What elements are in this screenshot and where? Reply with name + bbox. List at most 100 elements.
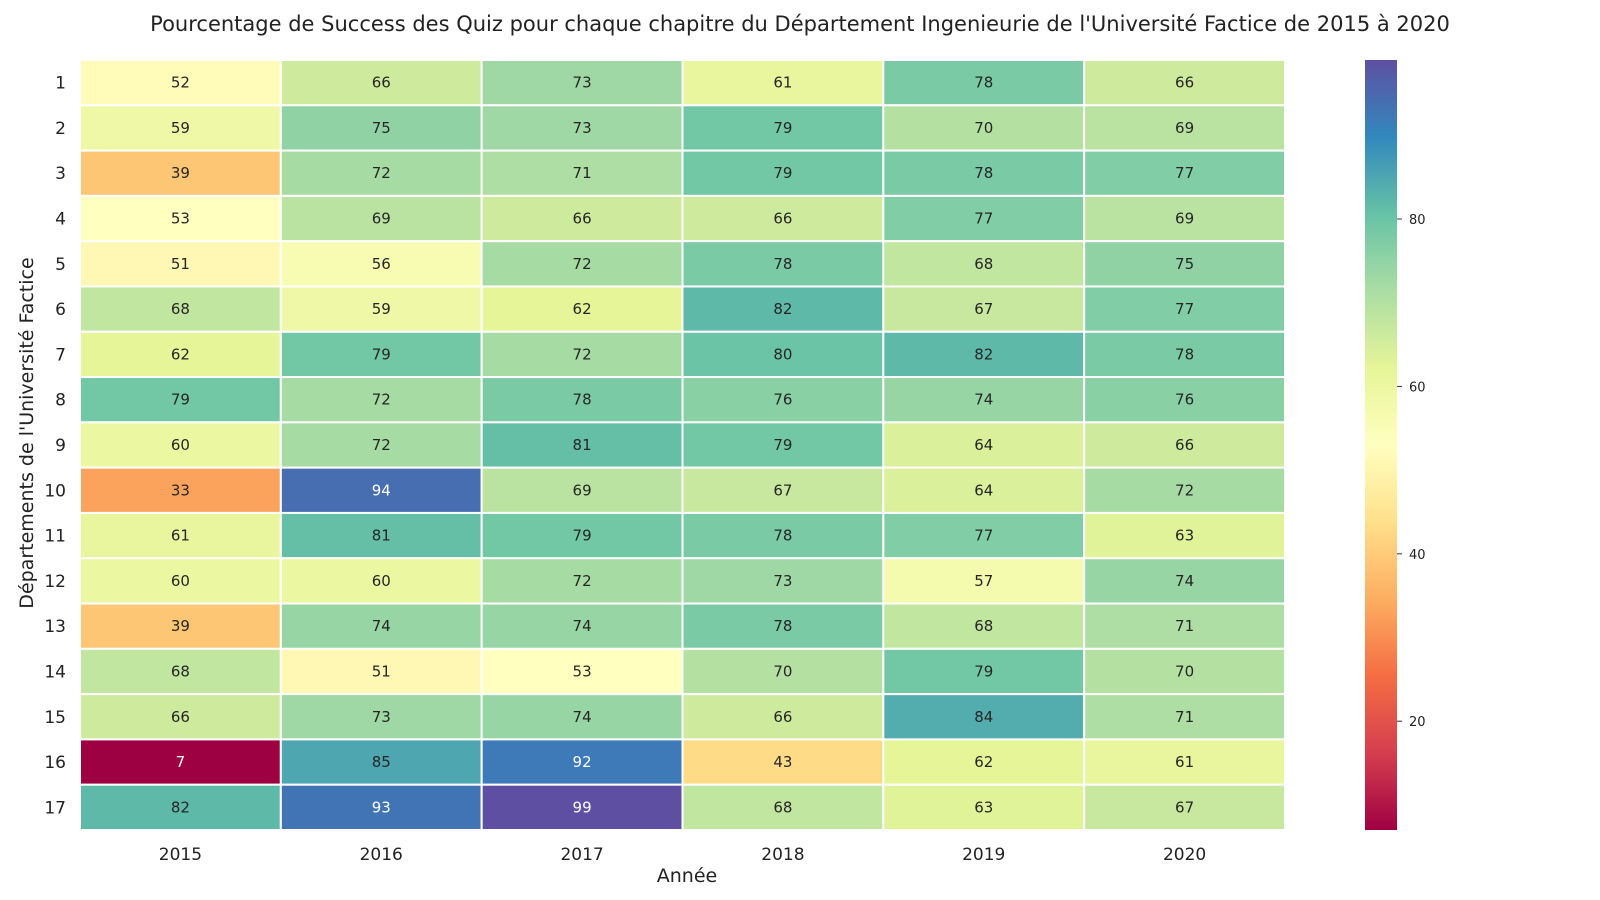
heatmap-cell bbox=[480, 783, 684, 831]
y-tick-label: 8 bbox=[55, 391, 66, 411]
heatmap-cell bbox=[79, 647, 282, 696]
cell-value-label: 57 bbox=[974, 572, 993, 590]
heatmap-cell bbox=[79, 693, 282, 741]
heatmap-cell bbox=[1083, 602, 1286, 650]
cell-value-label: 77 bbox=[974, 210, 993, 228]
heatmap-cell bbox=[681, 421, 885, 469]
heatmap-cell bbox=[279, 557, 483, 605]
cell-value-label: 51 bbox=[171, 255, 190, 273]
heatmap-cell bbox=[1083, 783, 1286, 831]
x-tick-label: 2019 bbox=[962, 845, 1005, 865]
cell-value-label: 74 bbox=[573, 617, 592, 635]
heatmap-cell bbox=[79, 285, 282, 333]
cell-value-label: 73 bbox=[573, 119, 592, 137]
y-tick-label: 2 bbox=[55, 119, 66, 139]
cell-value-label: 79 bbox=[372, 345, 391, 363]
cell-value-label: 70 bbox=[773, 662, 792, 680]
cell-value-label: 51 bbox=[372, 662, 391, 680]
heatmap-cell bbox=[279, 783, 483, 831]
heatmap-cell bbox=[1083, 376, 1286, 424]
cell-value-label: 72 bbox=[573, 345, 592, 363]
cell-value-label: 78 bbox=[773, 527, 792, 545]
cell-value-label: 7 bbox=[176, 753, 186, 771]
cell-value-label: 71 bbox=[1175, 708, 1194, 726]
cell-value-label: 85 bbox=[372, 753, 391, 771]
heatmap-cell bbox=[480, 693, 684, 741]
heatmap-cell bbox=[279, 647, 483, 696]
cell-value-label: 59 bbox=[171, 119, 190, 137]
colorbar-ticks: 20 40 60 80 bbox=[1397, 213, 1426, 730]
cell-value-label: 79 bbox=[773, 436, 792, 454]
cell-value-label: 71 bbox=[1175, 617, 1194, 635]
cell-value-label: 72 bbox=[372, 164, 391, 182]
cell-value-label: 73 bbox=[372, 708, 391, 726]
heatmap-cell bbox=[1083, 240, 1286, 288]
cell-value-label: 61 bbox=[1175, 753, 1194, 771]
cell-value-label: 67 bbox=[1175, 798, 1194, 816]
heatmap-cell bbox=[79, 240, 282, 288]
cell-value-label: 72 bbox=[372, 436, 391, 454]
cell-value-label: 77 bbox=[974, 527, 993, 545]
heatmap-cell bbox=[882, 466, 1086, 514]
cell-value-label: 78 bbox=[1175, 345, 1194, 363]
y-tick-label: 11 bbox=[44, 527, 66, 547]
cell-value-label: 39 bbox=[171, 617, 190, 635]
y-tick-label: 7 bbox=[55, 345, 66, 365]
y-tick-label: 1 bbox=[55, 74, 66, 94]
heatmap-cell bbox=[480, 104, 684, 152]
cell-value-label: 72 bbox=[573, 255, 592, 273]
cell-value-label: 70 bbox=[1175, 662, 1194, 680]
cell-value-label: 99 bbox=[573, 798, 592, 816]
cell-value-label: 69 bbox=[372, 210, 391, 228]
cell-value-label: 82 bbox=[171, 798, 190, 816]
cell-value-label: 81 bbox=[372, 527, 391, 545]
cell-value-label: 72 bbox=[573, 572, 592, 590]
heatmap-cell bbox=[681, 194, 885, 243]
heatmap-cell bbox=[480, 376, 684, 424]
cell-value-label: 68 bbox=[773, 798, 792, 816]
cell-value-label: 68 bbox=[974, 255, 993, 273]
cell-value-label: 69 bbox=[573, 481, 592, 499]
cell-value-label: 53 bbox=[171, 210, 190, 228]
y-tick-label: 16 bbox=[44, 753, 66, 773]
cell-value-label: 78 bbox=[573, 391, 592, 409]
heatmap-cell bbox=[882, 511, 1086, 560]
cell-value-label: 76 bbox=[773, 391, 792, 409]
heatmap-cell bbox=[279, 240, 483, 288]
cell-value-label: 79 bbox=[171, 391, 190, 409]
cell-value-label: 66 bbox=[171, 708, 190, 726]
colorbar-tick-label: 80 bbox=[1409, 213, 1426, 228]
x-tick-label: 2020 bbox=[1163, 845, 1206, 865]
heatmap-cell bbox=[882, 376, 1086, 424]
cell-value-label: 59 bbox=[372, 300, 391, 318]
cell-value-label: 78 bbox=[974, 74, 993, 92]
colorbar-tick-label: 60 bbox=[1409, 380, 1426, 395]
y-tick-label: 15 bbox=[44, 708, 66, 728]
heatmap-cell bbox=[681, 149, 885, 197]
chart-title: Pourcentage de Success des Quiz pour cha… bbox=[150, 12, 1450, 36]
heatmap-cell bbox=[279, 738, 483, 786]
x-axis-tick-labels: 2015 2016 2017 2018 2019 2020 bbox=[159, 845, 1206, 865]
cell-value-label: 66 bbox=[773, 708, 792, 726]
y-tick-label: 17 bbox=[44, 798, 66, 818]
cell-value-label: 63 bbox=[974, 798, 993, 816]
cell-value-label: 72 bbox=[1175, 481, 1194, 499]
heatmap-cell bbox=[279, 693, 483, 741]
cell-value-label: 66 bbox=[1175, 74, 1194, 92]
heatmap-cell bbox=[79, 421, 282, 469]
heatmap-cell bbox=[279, 330, 483, 379]
cell-value-label: 84 bbox=[974, 708, 993, 726]
x-axis-label: Année bbox=[657, 865, 717, 887]
cell-value-label: 93 bbox=[372, 798, 391, 816]
cell-value-label: 61 bbox=[773, 74, 792, 92]
heatmap-cell bbox=[279, 59, 483, 107]
heatmap-cell bbox=[480, 59, 684, 107]
cell-value-label: 66 bbox=[1175, 436, 1194, 454]
cell-value-label: 69 bbox=[1175, 119, 1194, 137]
heatmap-cell bbox=[882, 194, 1086, 243]
heatmap-cell bbox=[681, 511, 885, 560]
y-tick-label: 6 bbox=[55, 300, 66, 320]
cell-value-label: 73 bbox=[573, 74, 592, 92]
cell-value-label: 82 bbox=[773, 300, 792, 318]
